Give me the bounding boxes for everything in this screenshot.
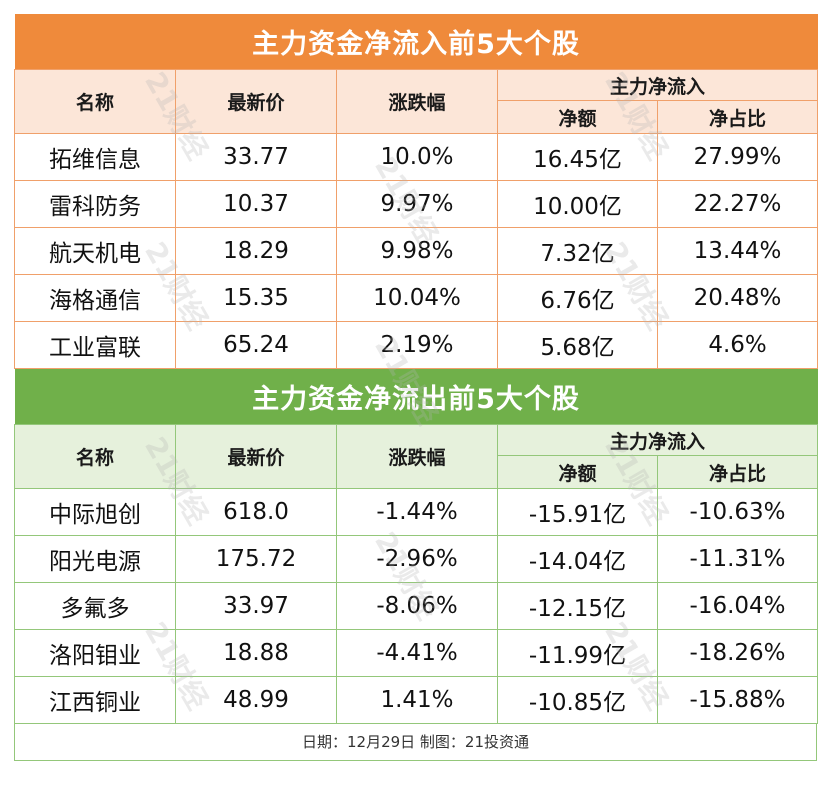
net-amount: -15.91亿 [497,488,658,536]
net-amount: 5.68亿 [497,321,658,369]
stock-name: 多氟多 [14,582,176,630]
stock-name: 中际旭创 [14,488,176,536]
latest-price: 48.99 [175,676,337,724]
change-pct: -1.44% [336,488,498,536]
table-row: 阳光电源 175.72 -2.96% -14.04亿 -11.31% [14,535,819,583]
net-amount: -14.04亿 [497,535,658,583]
latest-price: 10.37 [175,180,337,228]
table-row: 工业富联 65.24 2.19% 5.68亿 4.6% [14,321,819,369]
change-pct: 9.97% [336,180,498,228]
latest-price: 65.24 [175,321,337,369]
stock-name: 工业富联 [14,321,176,369]
col-header-name: 名称 [14,424,176,489]
table-row: 雷科防务 10.37 9.97% 10.00亿 22.27% [14,180,819,228]
net-amount: -11.99亿 [497,629,658,677]
net-ratio: -11.31% [656,535,819,583]
net-amount: 7.32亿 [497,227,658,275]
net-ratio: 20.48% [656,274,819,322]
col-header-change: 涨跌幅 [336,69,498,134]
change-pct: -4.41% [336,629,498,677]
change-pct: 2.19% [336,321,498,369]
change-pct: 10.0% [336,133,498,181]
latest-price: 18.29 [175,227,337,275]
col-header-net: 净额 [497,100,658,134]
col-header-group: 主力净流入 [496,424,819,456]
change-pct: -8.06% [336,582,498,630]
stock-name: 雷科防务 [14,180,176,228]
net-ratio: -15.88% [656,676,819,724]
table-row: 洛阳钼业 18.88 -4.41% -11.99亿 -18.26% [14,629,819,677]
net-amount: -10.85亿 [497,676,658,724]
inflow-title: 主力资金净流入前5大个股 [14,14,818,70]
net-ratio: 13.44% [656,227,819,275]
outflow-table: 主力资金净流出前5大个股 名称 最新价 涨跌幅 主力净流入 净额 净占比 中际旭… [14,369,819,724]
col-header-price: 最新价 [175,424,337,489]
col-header-ratio: 净占比 [656,100,819,134]
table-row: 拓维信息 33.77 10.0% 16.45亿 27.99% [14,133,819,181]
stock-flow-tables: 主力资金净流入前5大个股 名称 最新价 涨跌幅 主力净流入 净额 净占比 拓维信… [14,14,819,761]
col-header-net: 净额 [497,455,658,489]
net-amount: 10.00亿 [497,180,658,228]
table-row: 江西铜业 48.99 1.41% -10.85亿 -15.88% [14,676,819,724]
inflow-table: 主力资金净流入前5大个股 名称 最新价 涨跌幅 主力净流入 净额 净占比 拓维信… [14,14,819,369]
table-row: 航天机电 18.29 9.98% 7.32亿 13.44% [14,227,819,275]
latest-price: 18.88 [175,629,337,677]
latest-price: 15.35 [175,274,337,322]
stock-name: 海格通信 [14,274,176,322]
net-ratio: -10.63% [656,488,819,536]
footer-note: 日期：12月29日 制图：21投资通 [14,724,817,761]
change-pct: 10.04% [336,274,498,322]
col-header-change: 涨跌幅 [336,424,498,489]
latest-price: 618.0 [175,488,337,536]
outflow-title: 主力资金净流出前5大个股 [14,369,818,425]
net-ratio: -16.04% [656,582,819,630]
net-ratio: 22.27% [656,180,819,228]
table-row: 中际旭创 618.0 -1.44% -15.91亿 -10.63% [14,488,819,536]
col-header-name: 名称 [14,69,176,134]
stock-name: 拓维信息 [14,133,176,181]
col-header-ratio: 净占比 [656,455,819,489]
change-pct: -2.96% [336,535,498,583]
latest-price: 175.72 [175,535,337,583]
table-row: 多氟多 33.97 -8.06% -12.15亿 -16.04% [14,582,819,630]
stock-name: 阳光电源 [14,535,176,583]
change-pct: 9.98% [336,227,498,275]
net-amount: -12.15亿 [497,582,658,630]
stock-name: 江西铜业 [14,676,176,724]
net-ratio: 4.6% [656,321,819,369]
latest-price: 33.77 [175,133,337,181]
stock-name: 洛阳钼业 [14,629,176,677]
net-ratio: 27.99% [656,133,819,181]
change-pct: 1.41% [336,676,498,724]
net-ratio: -18.26% [656,629,819,677]
net-amount: 6.76亿 [497,274,658,322]
col-header-price: 最新价 [175,69,337,134]
net-amount: 16.45亿 [497,133,658,181]
col-header-group: 主力净流入 [496,69,819,101]
latest-price: 33.97 [175,582,337,630]
table-row: 海格通信 15.35 10.04% 6.76亿 20.48% [14,274,819,322]
stock-name: 航天机电 [14,227,176,275]
